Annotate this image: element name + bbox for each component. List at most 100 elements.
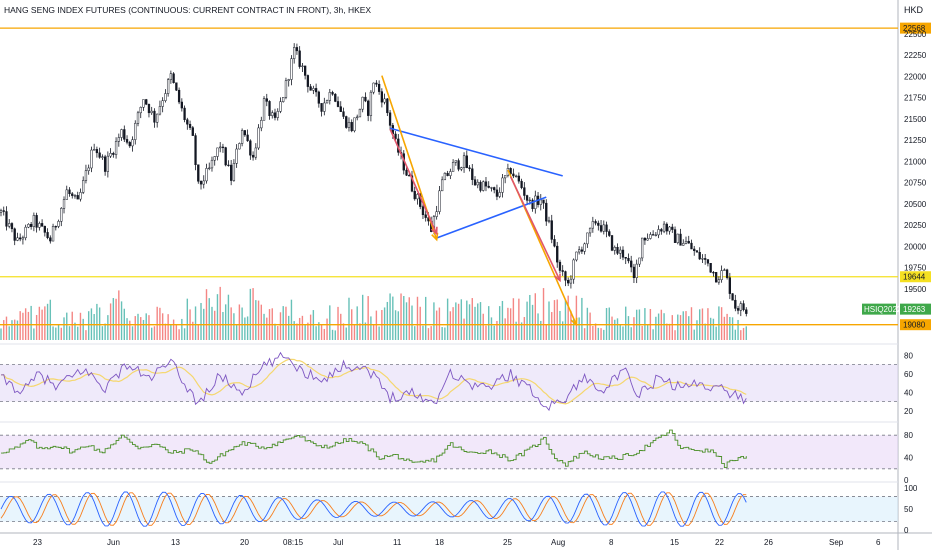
volume-bar [444, 327, 446, 340]
indicator-tick: 100 [904, 484, 918, 493]
volume-bar [137, 313, 139, 340]
candle-body [619, 249, 622, 254]
candle-body [156, 113, 159, 123]
volume-bar [131, 326, 134, 340]
candle-body [10, 223, 14, 230]
candle-body [213, 156, 216, 161]
volume-bar [107, 315, 109, 340]
candle-body [287, 79, 290, 81]
volume-bar [490, 317, 493, 340]
candle-body [243, 130, 247, 136]
candle-body [106, 155, 110, 172]
volume-bar [115, 298, 117, 340]
candle-body [134, 123, 137, 140]
volume-bar [315, 326, 317, 340]
level-tag [900, 319, 931, 331]
candle-body [369, 91, 373, 116]
volume-bar [301, 315, 304, 340]
volume-bar [392, 296, 394, 340]
indicator-tick: 20 [904, 407, 913, 416]
candle-body [268, 101, 271, 116]
candle-body [35, 215, 38, 228]
volume-bar [178, 329, 180, 340]
volume-bar [208, 298, 210, 340]
volume-bar [572, 318, 575, 340]
candle-body [180, 101, 183, 109]
volume-bar [345, 327, 347, 340]
volume-bar [726, 313, 728, 340]
candle-body [208, 167, 211, 169]
candle-body [284, 80, 288, 98]
candle-body [342, 111, 345, 117]
candle-body [334, 93, 337, 102]
volume-bar [688, 316, 690, 340]
candle-body [643, 237, 647, 241]
volume-bar [14, 319, 16, 340]
volume-bar [175, 325, 178, 340]
candle-body [87, 167, 90, 171]
candle-body [580, 249, 584, 252]
candle-body [386, 98, 389, 114]
rsi-line [0, 351, 747, 412]
candle-body [164, 93, 167, 101]
time-axis[interactable]: 23 Jun 13 20 08:15 Jul 11 18 25 Aug 8 15 22 26 Sep 6 [33, 538, 881, 547]
chart-title: HANG SENG INDEX FUTURES (CONTINUOUS: CUR… [4, 5, 371, 15]
volume-bar [731, 317, 734, 340]
volume-bar [241, 307, 243, 340]
candle-body [19, 237, 22, 240]
volume-bar [696, 320, 698, 340]
volume-bar [564, 300, 567, 340]
candle-body [435, 211, 438, 217]
candle-body [13, 228, 16, 241]
volume-bar [309, 314, 312, 340]
price-tick: 22000 [904, 72, 927, 81]
volume-bar [720, 307, 723, 340]
volume-bar [74, 322, 76, 340]
level-tag-label: 19644 [903, 273, 926, 282]
volume-bar [553, 300, 556, 340]
volume-bar [740, 330, 742, 340]
candle-body [657, 229, 660, 236]
volume-bar [98, 307, 101, 340]
volume-bar [704, 323, 706, 340]
candle-body [306, 75, 310, 87]
candle-body [712, 271, 715, 274]
candle-body [93, 149, 96, 151]
volume-bar [277, 326, 279, 340]
candle-body [265, 98, 268, 102]
volume-bar [342, 323, 345, 340]
volume-bar [466, 300, 468, 340]
volume-bar [249, 288, 252, 340]
volume-bar [244, 317, 246, 340]
candle-body [364, 96, 367, 102]
volume-bar [493, 325, 495, 340]
volume-bar [633, 317, 635, 340]
candle-body [103, 156, 107, 172]
candle-body [731, 293, 734, 301]
volume-bar [101, 326, 104, 340]
candle-body [202, 180, 205, 185]
volume-bar [263, 313, 265, 340]
volume-bar [559, 310, 561, 340]
volume-bar [674, 330, 676, 340]
volume-bar [663, 313, 665, 340]
volume-bar [666, 323, 668, 340]
candle-body [416, 194, 419, 200]
candle-body [410, 175, 414, 192]
volume-bar [457, 303, 460, 340]
volume-bar [49, 299, 52, 340]
candle-body [238, 143, 241, 150]
symbol-tag-label: HSIQ2022 [864, 305, 902, 314]
candle-body [498, 192, 501, 197]
volume-bar [340, 313, 342, 340]
volume-bar [296, 323, 298, 340]
volume-bar [597, 327, 600, 340]
volume-bar [729, 316, 731, 340]
volume-bar [712, 318, 715, 340]
time-tick: 13 [171, 538, 180, 547]
last-price-tag [900, 303, 931, 315]
volume-bar [430, 326, 432, 340]
volume-bar [474, 306, 476, 340]
volume-bar [383, 307, 386, 340]
